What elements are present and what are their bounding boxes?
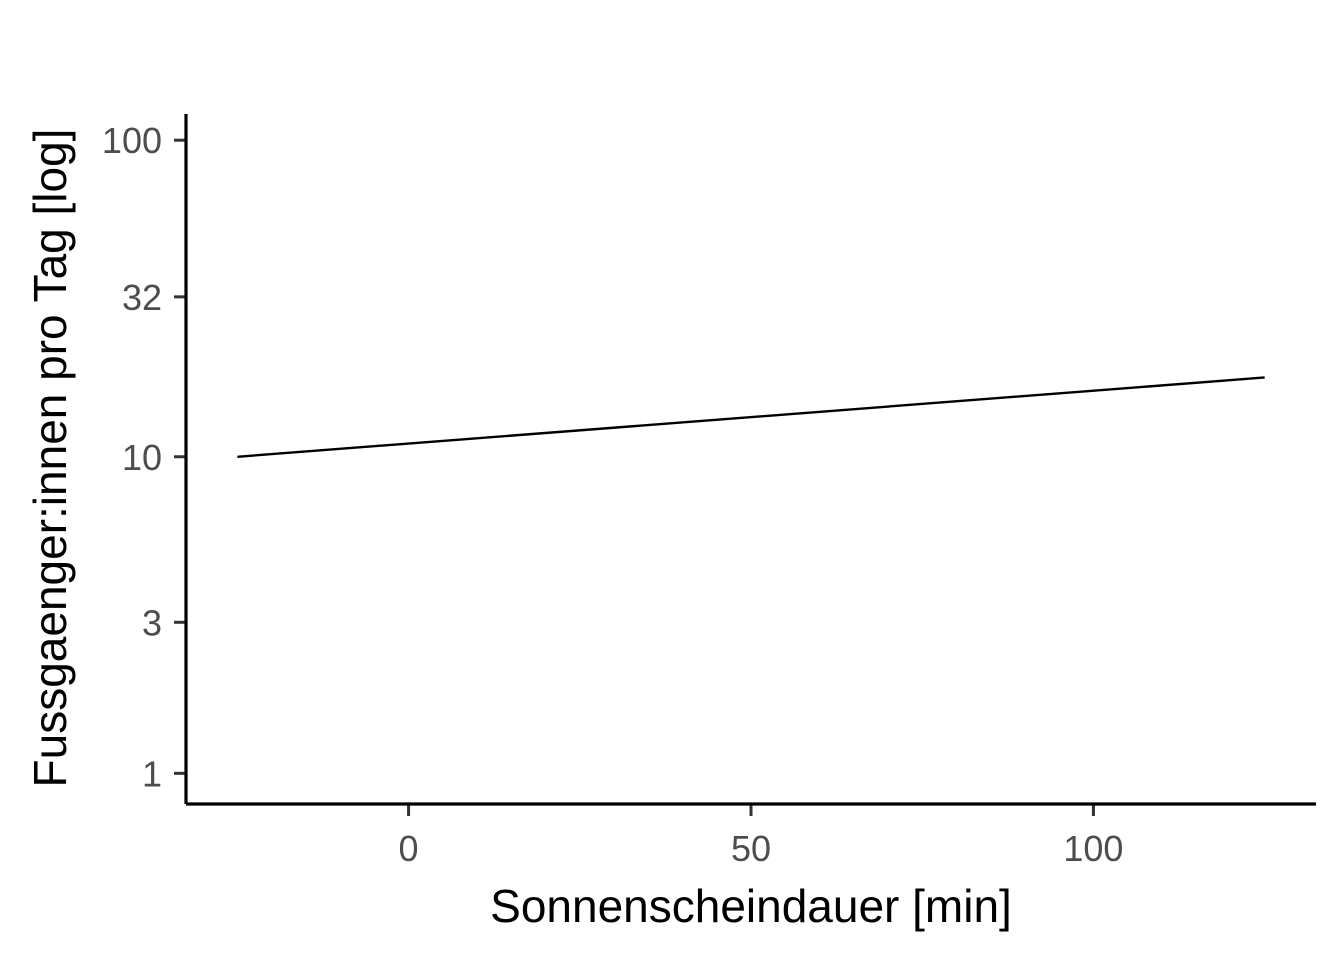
series-line (237, 376, 1265, 458)
y-axis-ticks: 1 3 10 32 100 (102, 120, 186, 794)
y-axis-title: Fussgaenger:innen pro Tag [log] (24, 129, 76, 788)
x-axis-ticks: 0 50 100 (399, 804, 1123, 869)
x-tick-label: 0 (399, 828, 419, 869)
series-layer (237, 376, 1265, 458)
y-tick-label: 3 (142, 602, 162, 643)
y-tick-label: 1 (142, 753, 162, 794)
y-tick-label: 32 (122, 277, 162, 318)
y-tick-label: 100 (102, 120, 162, 161)
x-tick-label: 100 (1063, 828, 1123, 869)
x-tick-label: 50 (731, 828, 771, 869)
y-tick-label: 10 (122, 437, 162, 478)
x-axis-title: Sonnenscheindauer [min] (490, 880, 1012, 932)
